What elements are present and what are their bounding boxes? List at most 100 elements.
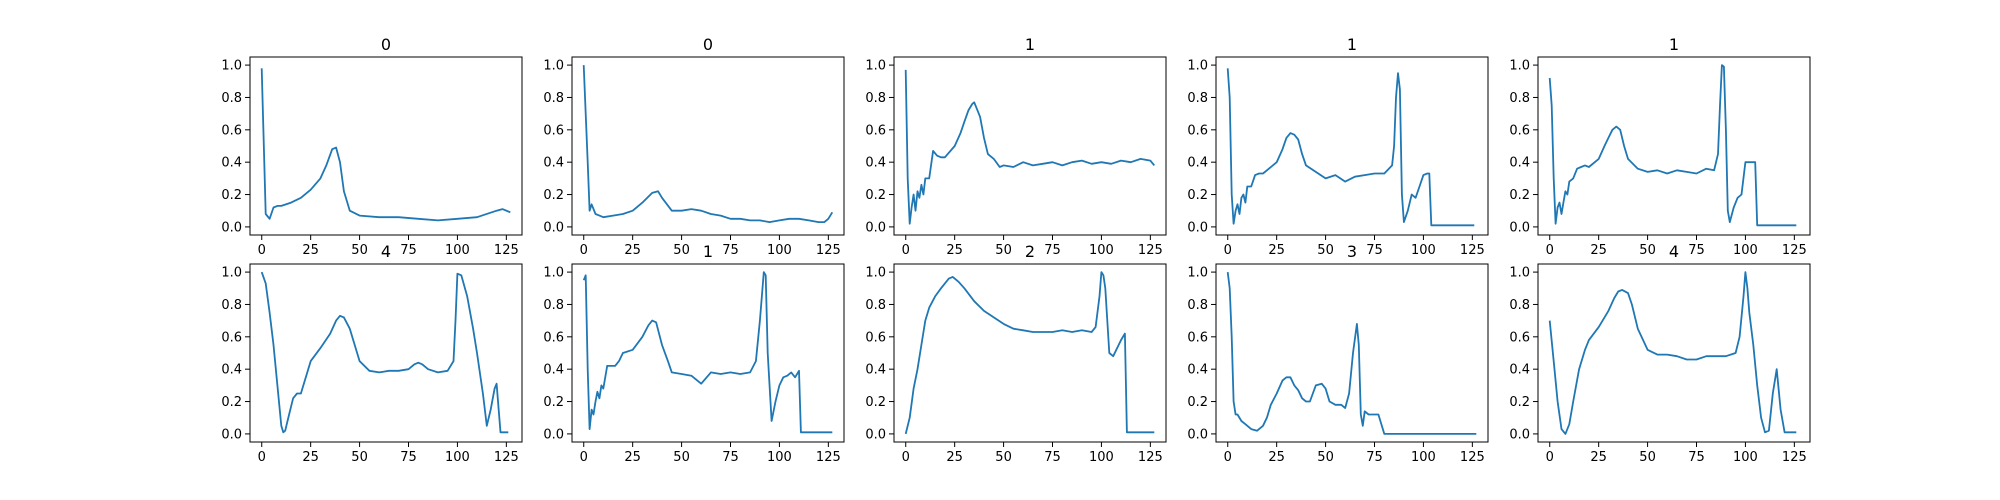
x-tick-label: 100 [1411,243,1436,258]
y-tick-label: 0.4 [865,363,886,378]
axes-frame [893,263,1167,443]
subplot-title: 4 [381,242,391,261]
series-line [582,271,833,434]
y-tick-label: 0.0 [221,427,242,442]
x-tick-label: 125 [1138,243,1163,258]
y-tick-label: 0.0 [1187,427,1208,442]
x-tick-label: 25 [1268,450,1285,465]
x-tick-label: 50 [351,450,368,465]
y-tick-label: 0.2 [1187,188,1208,203]
x-tick-label: 50 [673,450,690,465]
y-tick-label: 0.2 [865,395,886,410]
x-tick-label: 25 [624,450,641,465]
x-tick-label: 25 [1590,450,1607,465]
x-tick-label: 125 [1138,450,1163,465]
y-tick-label: 0.6 [221,330,242,345]
series-line [904,69,1155,225]
series-line [260,271,509,434]
subplot-title: 0 [381,35,391,54]
axes-frame [571,263,845,443]
subplot-title: 1 [1669,35,1679,54]
axes-frame [1537,56,1811,236]
x-tick-label: 100 [1733,243,1758,258]
y-tick-label: 0.8 [543,298,564,313]
x-tick-label: 75 [1044,450,1061,465]
series-line [1226,271,1477,435]
y-tick-label: 0.6 [865,123,886,138]
y-tick-label: 0.0 [1509,220,1530,235]
y-tick-label: 0.2 [221,188,242,203]
x-tick-label: 0 [1546,243,1554,258]
x-tick-label: 0 [902,243,910,258]
subplot-2: 0 25 50 75 100 125 0.0 0.2 0.4 0.6 0.8 1.0 1 [865,35,1167,258]
y-tick-label: 0.4 [865,156,886,171]
y-tick-label: 0.6 [221,123,242,138]
x-tick-label: 25 [1590,243,1607,258]
axes-frame [1215,56,1489,236]
subplot-5: 0 25 50 75 100 125 0.0 0.2 0.4 0.6 0.8 1.0 4 [221,242,523,465]
x-tick-label: 100 [1411,450,1436,465]
y-tick-label: 0.2 [1187,395,1208,410]
x-tick-label: 0 [258,450,266,465]
axes-frame [1215,263,1489,443]
x-tick-label: 100 [1089,243,1114,258]
y-tick-label: 1.0 [221,266,242,281]
series-line [1548,64,1797,227]
x-tick-label: 75 [1044,243,1061,258]
x-tick-label: 125 [1460,243,1485,258]
subplot-title: 3 [1347,242,1357,261]
x-tick-label: 25 [1268,243,1285,258]
series-line [904,271,1155,435]
y-tick-label: 0.4 [1187,363,1208,378]
x-tick-label: 0 [258,243,266,258]
x-tick-label: 100 [767,243,792,258]
axes-frame [249,263,523,443]
y-tick-label: 1.0 [1187,59,1208,74]
subplot-9: 0 25 50 75 100 125 0.0 0.2 0.4 0.6 0.8 1.0 4 [1509,242,1811,465]
y-tick-label: 0.8 [221,298,242,313]
subplot-1: 0 25 50 75 100 125 0.0 0.2 0.4 0.6 0.8 1.0 0 [543,35,845,258]
axes-frame [249,56,523,236]
axes-frame [1537,263,1811,443]
x-tick-label: 75 [400,243,417,258]
y-tick-label: 1.0 [1509,59,1530,74]
x-tick-label: 75 [1366,243,1383,258]
x-tick-label: 50 [1317,243,1334,258]
x-tick-label: 0 [1224,243,1232,258]
y-tick-label: 0.8 [865,298,886,313]
y-tick-label: 0.4 [221,156,242,171]
y-tick-label: 1.0 [1509,266,1530,281]
y-tick-label: 0.2 [543,188,564,203]
axes-frame [893,56,1167,236]
subplot-title: 1 [703,242,713,261]
x-tick-label: 125 [494,243,519,258]
x-tick-label: 125 [1782,243,1807,258]
x-tick-label: 0 [1546,450,1554,465]
x-tick-label: 125 [494,450,519,465]
subplot-0: 0 25 50 75 100 125 0.0 0.2 0.4 0.6 0.8 1.0 0 [221,35,523,258]
x-tick-label: 75 [1366,450,1383,465]
x-tick-label: 100 [767,450,792,465]
axes-frame [571,56,845,236]
x-tick-label: 0 [902,450,910,465]
series-line [1548,271,1797,435]
y-tick-label: 0.0 [543,220,564,235]
y-tick-label: 0.6 [1509,330,1530,345]
x-tick-label: 125 [1782,450,1807,465]
x-tick-label: 50 [995,450,1012,465]
x-tick-label: 125 [1460,450,1485,465]
subplot-title: 1 [1347,35,1357,54]
y-tick-label: 0.8 [1509,298,1530,313]
x-tick-label: 25 [624,243,641,258]
series-line [1226,68,1475,227]
y-tick-label: 0.4 [543,156,564,171]
subplot-3: 0 25 50 75 100 125 0.0 0.2 0.4 0.6 0.8 1.0 1 [1187,35,1489,258]
y-tick-label: 0.2 [221,395,242,410]
y-tick-label: 0.0 [1509,427,1530,442]
x-tick-label: 50 [673,243,690,258]
x-tick-label: 75 [1688,450,1705,465]
x-tick-label: 50 [351,243,368,258]
subplot-7: 0 25 50 75 100 125 0.0 0.2 0.4 0.6 0.8 1.0 2 [865,242,1167,465]
y-tick-label: 0.2 [543,395,564,410]
x-tick-label: 25 [302,450,319,465]
